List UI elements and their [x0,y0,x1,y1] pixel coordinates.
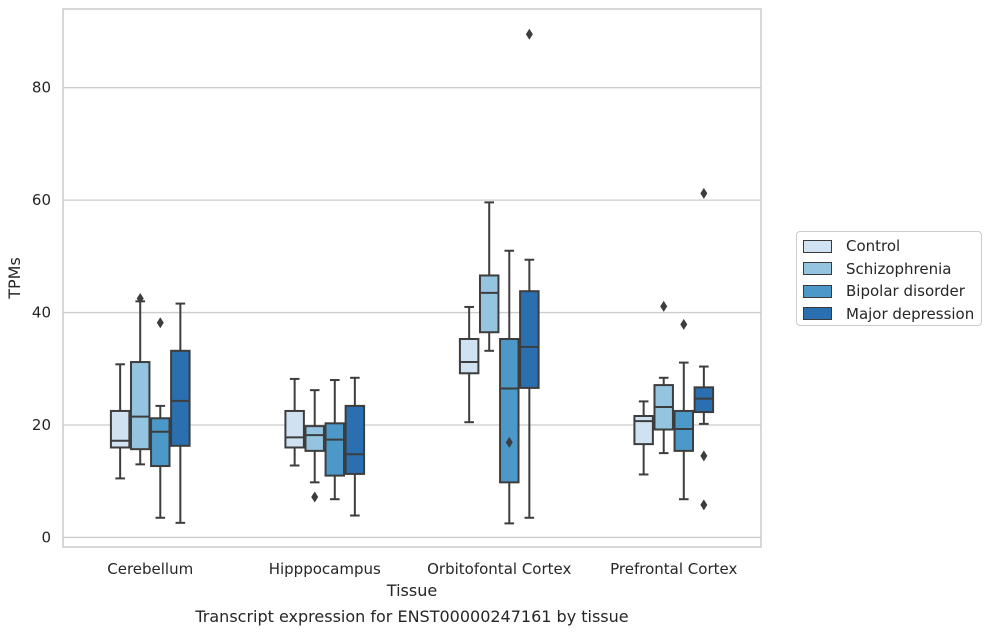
outlier-marker [700,450,708,462]
legend-swatch [803,284,832,298]
legend-label: Bipolar disorder [846,282,965,301]
y-tick-label: 0 [41,528,51,546]
box-1-2 [324,379,346,501]
box-3-0 [633,400,654,476]
box-1-3 [344,376,366,517]
legend-swatch [803,239,832,253]
iqr-box [633,415,654,446]
iqr-box [693,386,715,414]
legend-item: Schizophrenia [803,258,981,281]
x-axis-label: Tissue [386,581,437,600]
y-tick-label: 20 [32,416,51,434]
legend: Control Schizophrenia Bipolar disorder Majo… [796,231,982,326]
plot-frame [62,8,762,548]
iqr-box [324,422,346,477]
iqr-box [304,425,325,452]
box-0-2 [150,317,171,519]
legend-item: Control [803,235,981,258]
box-0-3 [170,302,191,524]
y-axis-label: TPMs [5,257,24,300]
chart-caption: Transcript expression for ENST0000024716… [194,607,628,626]
iqr-box [673,409,695,452]
x-tick-label: Hipppocampus [269,560,381,578]
legend-swatch [803,307,832,321]
outlier-marker [700,499,708,511]
box-3-2 [673,318,695,501]
box-0-1 [129,293,151,466]
box-3-3 [693,187,715,511]
iqr-box [499,337,520,484]
iqr-box [519,290,540,389]
box-2-0 [458,305,480,424]
legend-swatch [803,262,832,276]
legend-item: Major depression [803,303,981,326]
outlier-marker [156,317,164,329]
y-tick-label: 80 [32,79,51,97]
grid-layer [63,87,761,539]
legend-label: Control [846,237,901,256]
tick-layer: 0 20 40 60 80 Cerebellum Hipppocampus Orbitofon… [32,79,738,578]
outlier-marker [505,436,513,448]
iqr-box [170,349,191,447]
iqr-box [478,274,500,334]
x-tick-label: Cerebellum [107,560,193,578]
outlier-marker [660,300,668,312]
outlier-marker [680,318,688,330]
box-0-0 [109,363,131,480]
outlier-marker [136,293,144,305]
box-1-0 [284,377,305,467]
box-layer [109,28,715,525]
iqr-box [129,361,151,451]
legend-label: Schizophrenia [846,259,952,278]
outlier-marker [525,28,533,40]
x-tick-label: Prefrontal Cortex [610,560,737,578]
iqr-box [458,337,480,375]
iqr-box [150,417,171,468]
outlier-marker [700,187,708,199]
legend-item: Bipolar disorder [803,280,981,303]
x-tick-label: Orbitofontal Cortex [427,560,571,578]
legend-label: Major depression [846,304,975,323]
y-tick-label: 40 [32,304,51,322]
box-1-1 [304,389,325,503]
outlier-marker [311,491,319,503]
y-tick-label: 60 [32,191,51,209]
box-3-1 [653,300,674,455]
box-2-2 [499,249,520,525]
iqr-box [344,404,366,475]
box-2-1 [478,201,500,352]
box-2-3 [519,28,540,519]
iqr-box [284,409,305,449]
iqr-box [109,409,131,449]
